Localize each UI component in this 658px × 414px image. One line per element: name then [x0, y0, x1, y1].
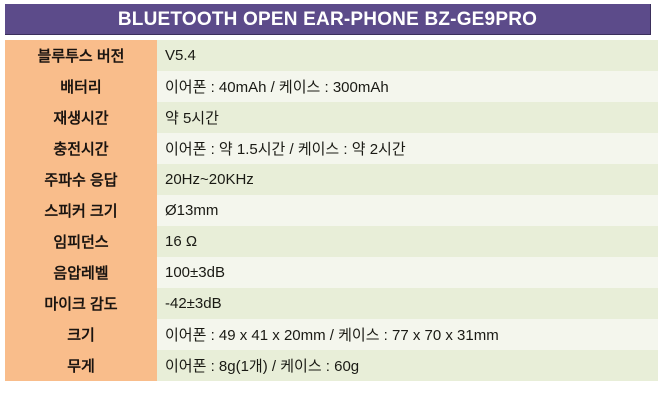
table-row: 크기 이어폰 : 49 x 41 x 20mm / 케이스 : 77 x 70 … — [5, 319, 658, 350]
spec-value-bluetooth-version: V5.4 — [157, 40, 658, 71]
table-row: 마이크 감도 -42±3dB — [5, 288, 658, 319]
table-row: 주파수 응답 20Hz~20KHz — [5, 164, 658, 195]
table-row: 재생시간 약 5시간 — [5, 102, 658, 133]
table-row: 무게 이어폰 : 8g(1개) / 케이스 : 60g — [5, 350, 658, 381]
spec-value-speaker-size: Ø13mm — [157, 195, 658, 226]
table-row: 배터리 이어폰 : 40mAh / 케이스 : 300mAh — [5, 71, 658, 102]
spec-value-impedance: 16 Ω — [157, 226, 658, 257]
table-row: 블루투스 버전 V5.4 — [5, 40, 658, 71]
spec-label-playtime: 재생시간 — [5, 102, 157, 133]
spec-label-frequency-response: 주파수 응답 — [5, 164, 157, 195]
spec-label-dimensions: 크기 — [5, 319, 157, 350]
specification-table: 블루투스 버전 V5.4 배터리 이어폰 : 40mAh / 케이스 : 300… — [5, 40, 658, 381]
spec-label-charging-time: 충전시간 — [5, 133, 157, 164]
spec-label-bluetooth-version: 블루투스 버전 — [5, 40, 157, 71]
page-title: BLUETOOTH OPEN EAR-PHONE BZ-GE9PRO — [117, 8, 538, 30]
spec-value-battery: 이어폰 : 40mAh / 케이스 : 300mAh — [157, 71, 658, 102]
spec-value-mic-sensitivity: -42±3dB — [157, 288, 658, 319]
spec-value-frequency-response: 20Hz~20KHz — [157, 164, 658, 195]
table-row: 임피던스 16 Ω — [5, 226, 658, 257]
spec-label-sound-pressure-level: 음압레벨 — [5, 257, 157, 288]
spec-sheet-header: BLUETOOTH OPEN EAR-PHONE BZ-GE9PRO — [5, 4, 651, 35]
spec-label-impedance: 임피던스 — [5, 226, 157, 257]
table-row: 음압레벨 100±3dB — [5, 257, 658, 288]
spec-label-battery: 배터리 — [5, 71, 157, 102]
specification-table-body: 블루투스 버전 V5.4 배터리 이어폰 : 40mAh / 케이스 : 300… — [5, 40, 658, 381]
spec-value-sound-pressure-level: 100±3dB — [157, 257, 658, 288]
spec-label-mic-sensitivity: 마이크 감도 — [5, 288, 157, 319]
spec-label-weight: 무게 — [5, 350, 157, 381]
spec-value-charging-time: 이어폰 : 약 1.5시간 / 케이스 : 약 2시간 — [157, 133, 658, 164]
spec-label-speaker-size: 스피커 크기 — [5, 195, 157, 226]
table-row: 스피커 크기 Ø13mm — [5, 195, 658, 226]
spec-value-playtime: 약 5시간 — [157, 102, 658, 133]
spec-value-weight: 이어폰 : 8g(1개) / 케이스 : 60g — [157, 350, 658, 381]
table-row: 충전시간 이어폰 : 약 1.5시간 / 케이스 : 약 2시간 — [5, 133, 658, 164]
spec-value-dimensions: 이어폰 : 49 x 41 x 20mm / 케이스 : 77 x 70 x 3… — [157, 319, 658, 350]
